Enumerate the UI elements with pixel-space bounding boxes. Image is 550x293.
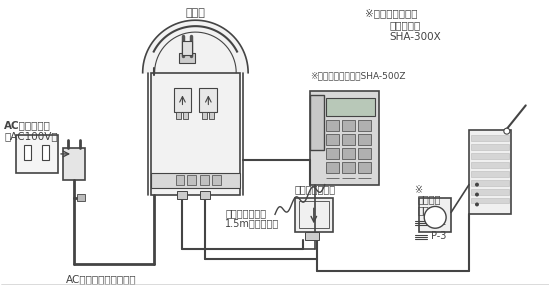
Bar — [471, 153, 509, 159]
Text: 押ボタン: 押ボタン — [417, 195, 441, 205]
Bar — [310, 91, 380, 185]
Bar — [173, 88, 191, 112]
Bar — [202, 112, 207, 119]
Text: P-2: P-2 — [431, 217, 447, 227]
Bar — [77, 194, 85, 202]
Bar — [326, 98, 376, 116]
Bar — [342, 148, 355, 159]
Text: 1.5m（付属品）: 1.5m（付属品） — [226, 218, 279, 228]
Bar — [210, 112, 215, 119]
Text: ※: ※ — [414, 185, 422, 195]
Bar — [310, 96, 324, 150]
Bar — [184, 112, 189, 119]
Text: ※電話機（既設品）SHA-500Z: ※電話機（既設品）SHA-500Z — [310, 71, 405, 80]
Bar — [63, 148, 85, 180]
Bar — [358, 134, 371, 145]
Bar — [342, 134, 355, 145]
Bar — [342, 120, 355, 131]
Circle shape — [424, 207, 446, 228]
Text: モジュラコード: モジュラコード — [226, 208, 266, 218]
Bar — [295, 197, 333, 232]
Bar — [358, 120, 371, 131]
Bar — [326, 120, 339, 131]
Bar — [212, 175, 221, 185]
Bar — [151, 173, 240, 188]
Bar — [16, 135, 58, 173]
Text: P-3: P-3 — [431, 231, 447, 241]
Circle shape — [475, 202, 479, 207]
Bar — [469, 130, 511, 214]
Text: ACコンセント: ACコンセント — [4, 120, 51, 130]
Bar — [342, 162, 355, 173]
Bar — [179, 53, 195, 63]
Bar — [471, 189, 509, 195]
Bar — [471, 162, 509, 168]
Bar — [326, 162, 339, 173]
Text: SHA-300X: SHA-300X — [389, 32, 441, 42]
Bar — [200, 88, 217, 112]
Bar — [299, 202, 329, 228]
Bar — [188, 175, 196, 185]
Text: ACアダプタ（付属品）: ACアダプタ（付属品） — [66, 274, 137, 284]
Bar — [471, 171, 509, 177]
Bar — [305, 232, 319, 240]
Bar — [183, 41, 192, 55]
Bar — [200, 190, 210, 198]
Circle shape — [504, 128, 510, 134]
Bar — [178, 190, 188, 198]
Bar — [471, 135, 509, 141]
Bar — [358, 148, 371, 159]
Circle shape — [475, 193, 479, 197]
Bar — [471, 144, 509, 150]
Bar — [151, 73, 240, 195]
Bar — [177, 112, 182, 119]
Bar — [326, 134, 339, 145]
Text: 受信警鳴部: 受信警鳴部 — [389, 20, 421, 30]
Polygon shape — [142, 20, 248, 73]
Circle shape — [475, 183, 479, 187]
Bar — [471, 180, 509, 186]
Bar — [200, 175, 210, 185]
Text: （別売）: （別売） — [417, 205, 441, 215]
Bar — [419, 197, 451, 232]
Text: ※ハイアラーム３: ※ハイアラーム３ — [365, 8, 417, 18]
Bar — [358, 162, 371, 173]
Bar — [326, 148, 339, 159]
Bar — [42, 145, 49, 160]
Bar — [471, 197, 509, 203]
Bar — [24, 145, 31, 160]
Text: （AC100V）: （AC100V） — [4, 131, 58, 141]
Bar — [175, 175, 184, 185]
Text: 本装置: 本装置 — [185, 8, 205, 18]
Text: 電話コンセント: 電話コンセント — [295, 185, 336, 195]
